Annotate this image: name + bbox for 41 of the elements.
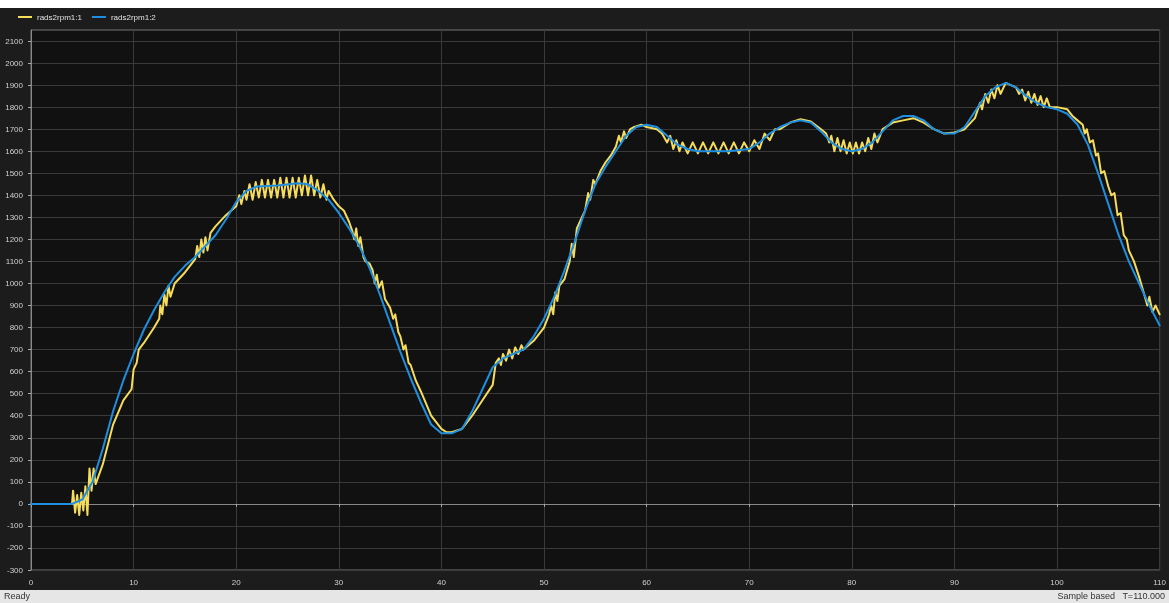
y-tick-label: 1300 [5, 212, 24, 222]
text: Sample based T=110.000 [1057, 591, 1165, 601]
y-tick-label: 1400 [5, 190, 24, 200]
y-tick-label: 2100 [5, 36, 24, 46]
y-tick-label: 1900 [5, 80, 24, 90]
y-tick-label: 300 [9, 433, 24, 443]
y-tick-label: 1600 [5, 146, 24, 156]
y-tick-label: 1200 [5, 234, 24, 244]
y-tick-label: -300 [6, 565, 24, 575]
legend-label: rads2rpm1:2 [110, 12, 157, 22]
x-tick-label: 70 [744, 577, 755, 587]
x-tick-label: 40 [436, 577, 447, 587]
y-tick-label: 1500 [5, 168, 24, 178]
x-tick-label: 0 [28, 577, 34, 587]
y-tick-label: 800 [9, 323, 24, 333]
x-tick-label: 100 [1050, 577, 1065, 587]
y-tick-label: 900 [9, 301, 24, 311]
x-tick-label: 80 [847, 577, 857, 587]
x-tick-label: 90 [949, 577, 960, 587]
legend-label: rads2rpm1:1 [37, 12, 83, 22]
y-tick-label: 0 [18, 499, 24, 509]
y-tick-label: 700 [9, 345, 24, 355]
y-tick-label: -200 [6, 543, 24, 553]
y-tick-label: 1100 [5, 256, 24, 266]
y-tick-label: 200 [9, 455, 24, 465]
y-tick-label: -100 [6, 521, 24, 531]
x-tick-label: 10 [129, 577, 139, 587]
x-tick-label: 20 [231, 577, 242, 587]
y-tick-label: 1700 [5, 124, 24, 134]
x-tick-label: 60 [642, 577, 652, 587]
x-tick-label: 50 [539, 577, 550, 587]
y-tick-label: 400 [9, 411, 24, 421]
x-tick-label: 110 [1153, 577, 1167, 587]
y-tick-label: 500 [9, 389, 24, 399]
y-tick-label: 1000 [5, 278, 24, 288]
y-tick-label: 100 [9, 477, 24, 487]
y-tick-label: 1800 [5, 102, 24, 112]
y-tick-label: 600 [9, 367, 24, 377]
x-tick-label: 30 [334, 577, 344, 587]
text: Ready [4, 591, 31, 601]
y-tick-label: 2000 [5, 58, 24, 68]
